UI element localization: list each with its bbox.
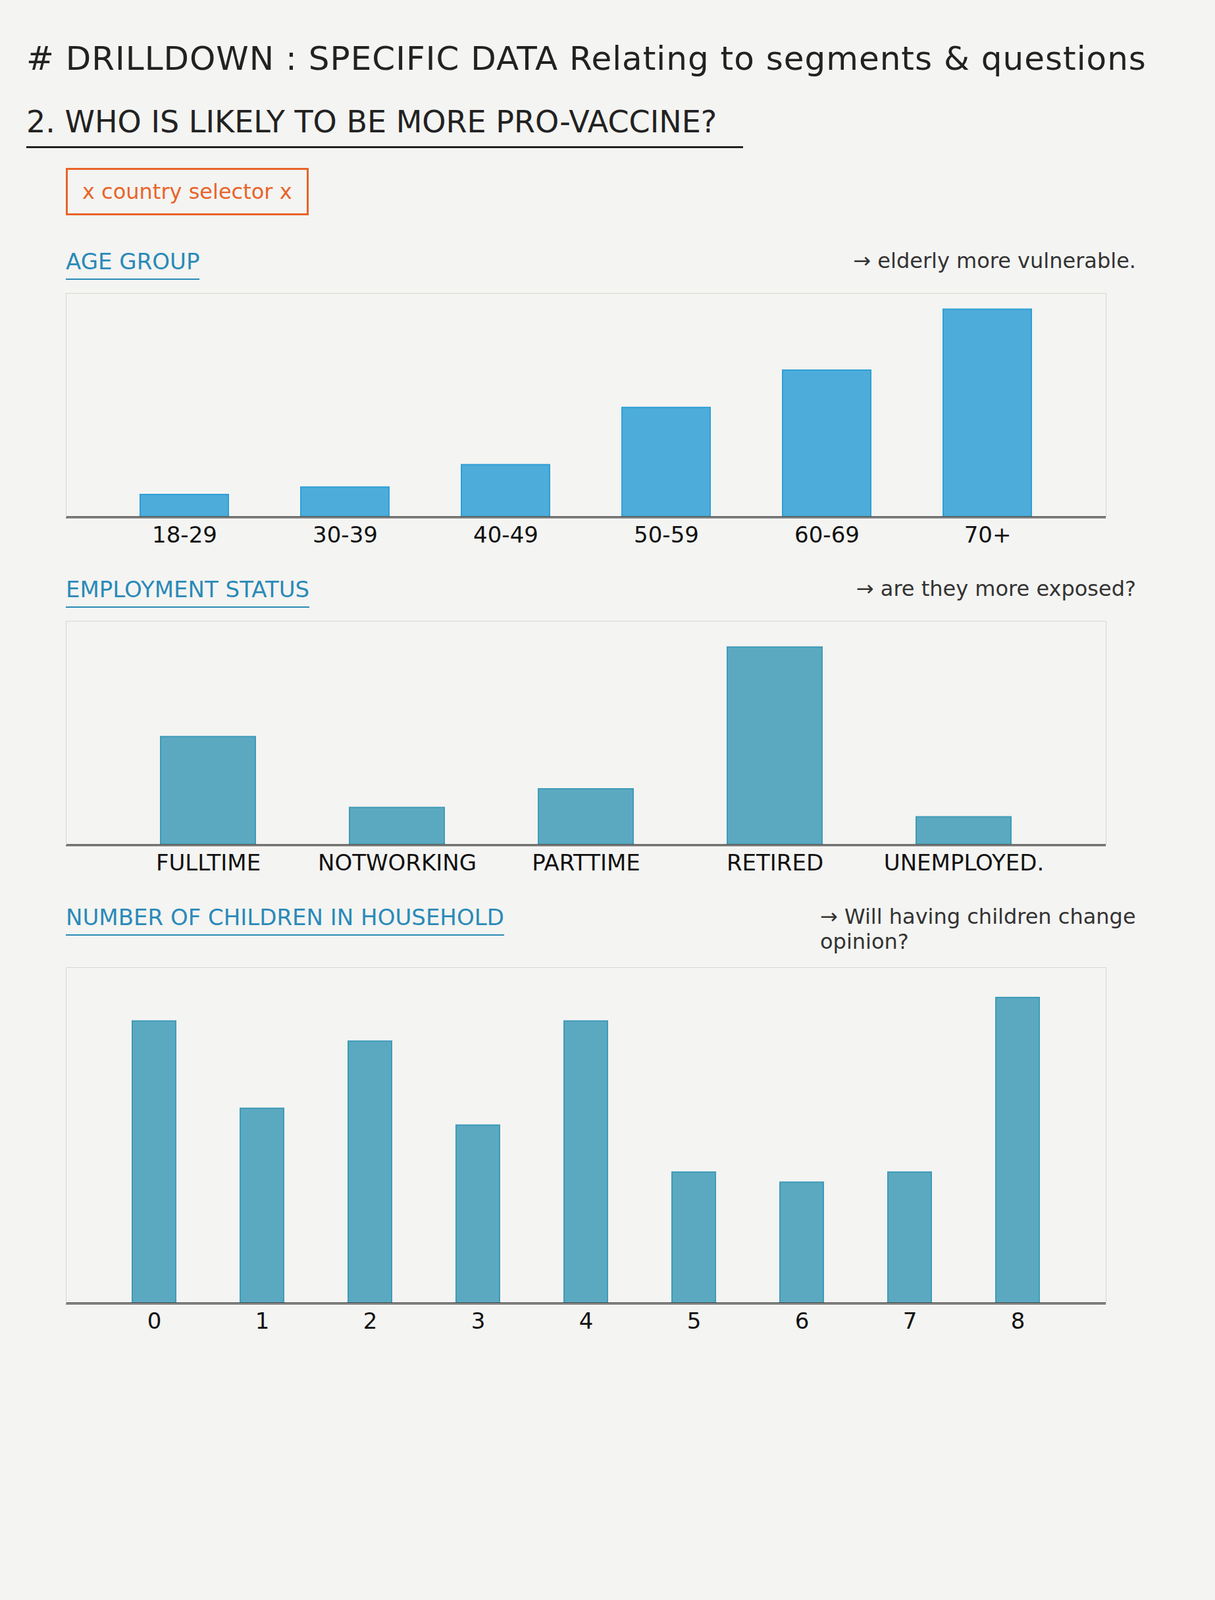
svg-text:18-29: 18-29 [152, 521, 218, 548]
html-text:x country selector x: x country selector x [82, 179, 292, 205]
svg-text:UNEMPLOYED.: UNEMPLOYED. [883, 849, 1045, 876]
svg-text:6: 6 [795, 1307, 810, 1334]
svg-text:0: 0 [147, 1307, 162, 1334]
html-text:NUMBER OF CHILDREN IN HOUSEHOL: NUMBER OF CHILDREN IN HOUSEHOLD [65, 903, 505, 931]
html-text:EMPLOYMENT STATUS: EMPLOYMENT STATUS [65, 575, 310, 603]
html-text:2. WHO IS LIKELY TO BE MORE PR: 2. WHO IS LIKELY TO BE MORE PRO-VACCINE? [26, 103, 717, 140]
html-text:AGE GROUP: AGE GROUP [65, 248, 200, 275]
svg-text:NOTWORKING: NOTWORKING [317, 849, 477, 876]
svg-text:40-49: 40-49 [473, 521, 539, 548]
svg-text:RETIRED: RETIRED [726, 849, 824, 876]
html-text:→ elderly more vulnerable.: → elderly more vulnerable. [853, 248, 1137, 274]
html-text:→ Will having children change: → Will having children change opinion? [820, 903, 1136, 954]
svg-text:PARTTIME: PARTTIME [531, 849, 641, 876]
svg-text:2: 2 [363, 1307, 378, 1334]
html-text:# DRILLDOWN : SPECIFIC DATA Re: # DRILLDOWN : SPECIFIC DATA Relating to … [26, 39, 1147, 78]
svg-text:70+: 70+ [964, 521, 1012, 548]
svg-text:60-69: 60-69 [794, 521, 860, 548]
svg-text:5: 5 [687, 1307, 702, 1334]
svg-text:50-59: 50-59 [633, 521, 699, 548]
svg-text:4: 4 [579, 1307, 594, 1334]
svg-text:FULLTIME: FULLTIME [155, 849, 261, 876]
svg-text:8: 8 [1010, 1307, 1026, 1334]
html-text:→ are they more exposed?: → are they more exposed? [856, 575, 1137, 601]
svg-text:3: 3 [471, 1307, 486, 1334]
svg-text:7: 7 [903, 1307, 918, 1334]
svg-text:1: 1 [255, 1307, 270, 1334]
svg-text:30-39: 30-39 [312, 521, 378, 548]
